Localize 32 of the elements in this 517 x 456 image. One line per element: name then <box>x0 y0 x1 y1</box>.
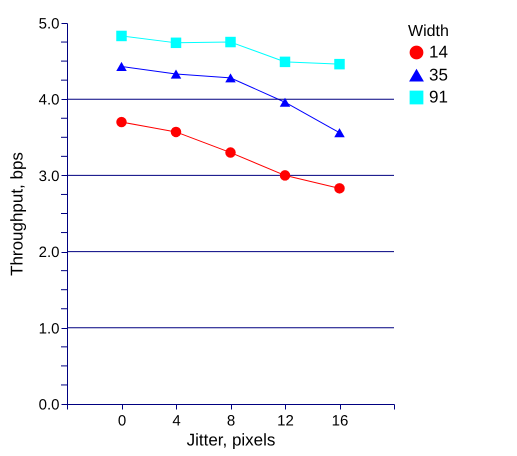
legend-label: 35 <box>429 66 448 84</box>
legend-label: 14 <box>429 42 448 62</box>
x-tick-label: 0 <box>118 412 126 430</box>
x-tick-label: 12 <box>277 412 294 430</box>
point <box>116 62 127 71</box>
y-tick-label: 4.0 <box>38 92 60 109</box>
y-tick-label: 3.0 <box>38 168 60 185</box>
point <box>116 30 127 42</box>
point <box>225 147 236 158</box>
point <box>116 116 127 128</box>
point <box>170 70 182 79</box>
point <box>334 183 345 194</box>
y-axis-title: Throughput, bps <box>8 152 27 276</box>
point <box>280 98 290 107</box>
point <box>170 38 182 48</box>
x-axis-title: Jitter, pixels <box>186 430 276 450</box>
y-tick-label: 0.0 <box>38 396 60 414</box>
legend-title: Width <box>408 23 449 40</box>
point <box>334 128 345 138</box>
point <box>280 56 290 68</box>
y-tick-label: 1.0 <box>38 320 60 338</box>
x-tick-label: 8 <box>226 412 236 430</box>
x-tick-label: 16 <box>332 412 348 430</box>
legend-label: 91 <box>429 88 448 106</box>
point <box>225 73 236 82</box>
y-tick-label: 2.0 <box>38 244 60 262</box>
point <box>225 36 236 48</box>
y-tick-label: 5.0 <box>38 16 60 32</box>
point <box>334 58 345 70</box>
point <box>280 170 290 181</box>
x-tick-label: 4 <box>172 412 181 430</box>
point <box>170 126 182 138</box>
